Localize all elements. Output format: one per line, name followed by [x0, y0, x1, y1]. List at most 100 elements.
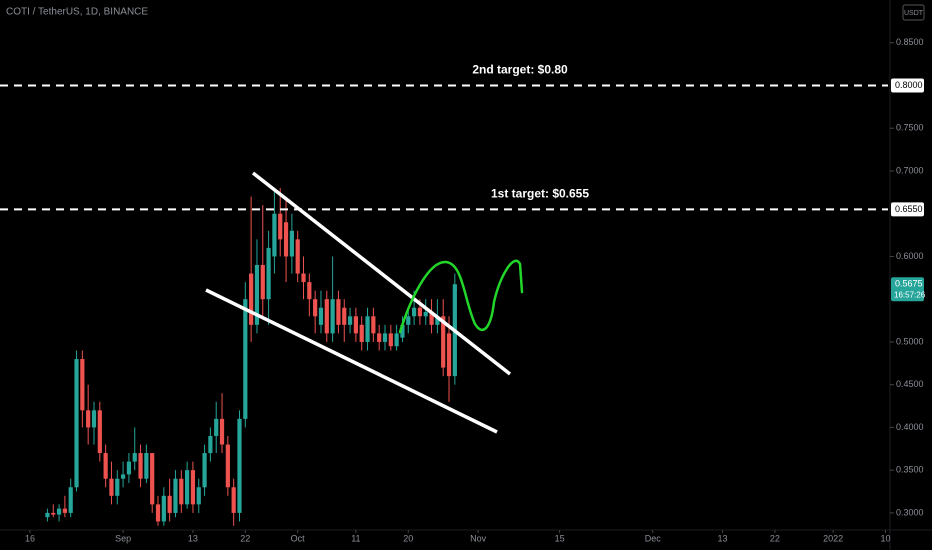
y-tick-label: 0.8500 — [896, 37, 924, 47]
candle-body — [254, 265, 260, 325]
candle-body — [295, 239, 300, 274]
candle-body — [336, 299, 341, 325]
candle-body — [417, 307, 423, 317]
trendline — [205, 288, 498, 434]
candle-body — [423, 312, 428, 317]
candle-body — [91, 410, 97, 428]
y-tick-label: 0.7000 — [896, 165, 924, 175]
candle-body — [330, 299, 335, 334]
x-tick-label: 13 — [188, 533, 198, 543]
y-tick-label: 0.7500 — [896, 123, 924, 133]
candle-body — [342, 307, 347, 325]
candle-body — [45, 512, 50, 518]
candle-body — [429, 312, 434, 325]
target-text: 1st target: $0.655 — [491, 187, 589, 201]
candle-body — [185, 470, 190, 505]
candle-body — [411, 307, 417, 317]
candle-body — [225, 444, 230, 488]
candle-body — [272, 213, 277, 257]
candle-body — [324, 299, 329, 334]
candle-body — [173, 478, 178, 513]
y-tick-label: 0.5000 — [896, 336, 924, 346]
y-tick-label: 0.4000 — [896, 422, 924, 432]
candle-body — [231, 487, 236, 513]
candle-body — [388, 333, 393, 347]
candle-body — [347, 316, 353, 325]
candle-body — [155, 504, 161, 522]
candle-body — [109, 478, 114, 496]
target-price-box — [891, 202, 924, 217]
candle-body — [243, 299, 248, 419]
candle-body — [138, 453, 143, 479]
candle-body — [132, 453, 137, 462]
candle-body — [249, 273, 254, 325]
candle-body — [237, 418, 242, 513]
x-tick-label: 15 — [555, 533, 565, 543]
candle-body — [208, 435, 213, 454]
candle-body — [202, 453, 207, 488]
candle-body — [371, 316, 376, 334]
candle-body — [289, 230, 294, 257]
candle-body — [313, 299, 318, 317]
candle-body — [382, 333, 388, 342]
trendline — [251, 171, 512, 376]
candle-body — [219, 418, 225, 445]
candle-body — [103, 453, 108, 479]
candle-body — [359, 324, 364, 342]
projection-curve — [398, 259, 524, 334]
last-price-box — [891, 277, 924, 302]
candle-body — [161, 495, 166, 522]
x-tick-label: 13 — [718, 533, 728, 543]
candle-body — [167, 495, 172, 513]
y-tick-label: 0.4500 — [896, 379, 924, 389]
x-tick-label: 20 — [403, 533, 413, 543]
candle-body — [51, 512, 56, 515]
x-tick-label: 10 — [881, 533, 891, 543]
candle-body — [260, 265, 265, 300]
candle-body — [406, 316, 411, 325]
candle-body — [190, 470, 196, 505]
x-tick-label: Nov — [470, 533, 487, 543]
candle-body — [179, 478, 184, 505]
candle-body — [266, 247, 271, 300]
x-tick-label: 22 — [770, 533, 780, 543]
candle-body — [377, 333, 382, 342]
candle-body — [301, 273, 306, 283]
y-tick-label: 0.3000 — [896, 507, 924, 517]
candle-body — [196, 487, 201, 505]
candle-body — [74, 359, 79, 488]
candle-body — [214, 418, 219, 436]
candle-body — [56, 508, 62, 515]
candle-body — [150, 453, 155, 505]
x-tick-label: Dec — [645, 533, 662, 543]
y-tick-label: 0.6000 — [896, 251, 924, 261]
candle-body — [97, 410, 102, 454]
target-price-label: 0.8000 — [895, 80, 923, 90]
x-tick-label: 2022 — [823, 533, 843, 543]
target-price-label: 0.6550 — [895, 204, 923, 214]
candle-body — [144, 453, 149, 479]
drawings — [205, 171, 524, 434]
candle-body — [441, 316, 446, 368]
x-tick-label: 16 — [25, 533, 35, 543]
x-tick-label: 22 — [240, 533, 250, 543]
y-tick-label: 0.3500 — [896, 465, 924, 475]
candle-body — [365, 316, 370, 342]
candle-body — [115, 478, 120, 496]
candle-body — [86, 410, 91, 428]
candle-body — [446, 333, 452, 377]
target-text: 2nd target: $0.80 — [472, 63, 568, 77]
currency: USDT — [904, 10, 924, 17]
candle-body — [400, 324, 405, 338]
candle-body — [307, 282, 312, 300]
candle-body — [62, 508, 67, 513]
last-price-label: 0.5675 — [895, 279, 923, 289]
candle-body — [80, 359, 85, 411]
currency-box — [902, 4, 925, 21]
chart-title: COTI / TetherUS, 1D, BINANCE — [6, 7, 148, 18]
x-tick-label: 11 — [351, 533, 360, 543]
candle-body — [278, 213, 283, 240]
candle-body — [394, 333, 399, 347]
target-price-box — [891, 78, 924, 93]
